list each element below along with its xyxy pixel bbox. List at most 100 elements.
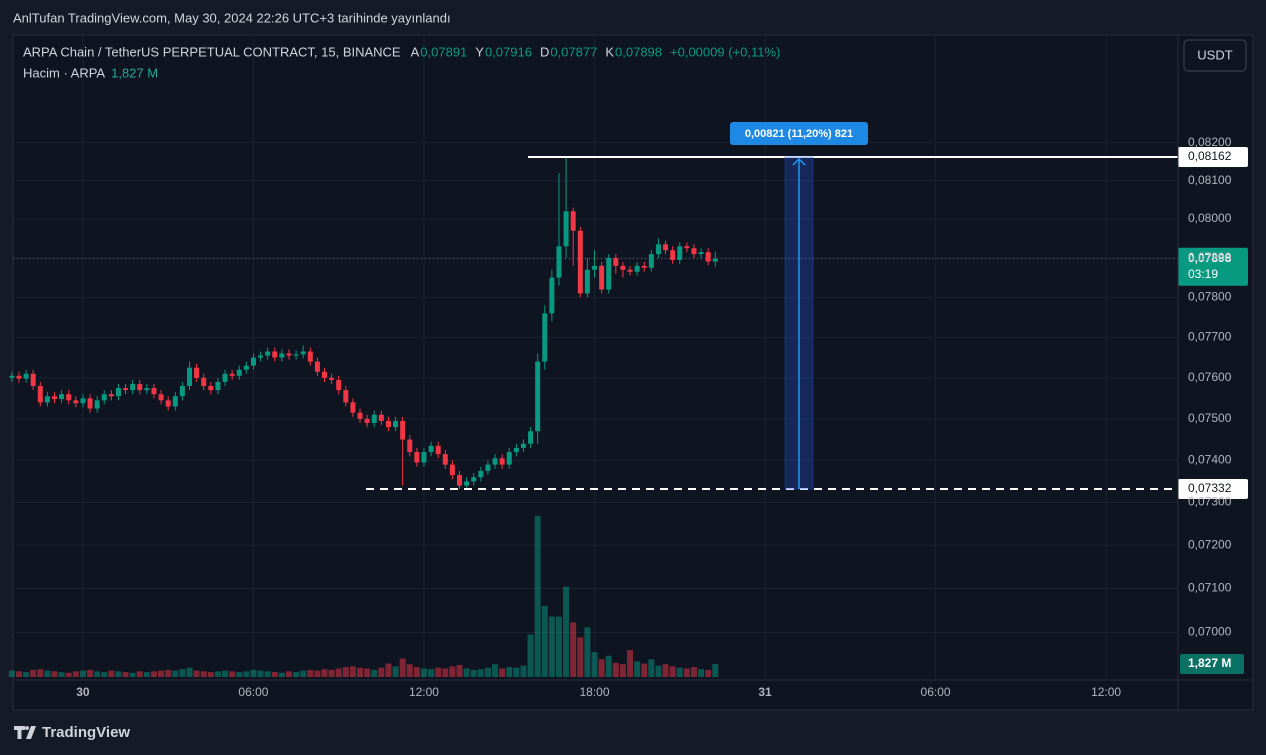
legend-value: 0,07877: [550, 44, 597, 59]
volume-bar: [342, 667, 349, 677]
y-tick-label: 0,07900: [1188, 250, 1232, 264]
y-tick-label: 0,07100: [1188, 581, 1232, 595]
volume-bar: [214, 671, 221, 677]
volume-bar: [165, 669, 172, 677]
y-tick-label: 0,07700: [1188, 330, 1232, 344]
legend-value: 0,07898: [615, 44, 662, 59]
currency-button[interactable]: [1183, 39, 1247, 72]
symbol-title: ARPA Chain / TetherUS PERPETUAL CONTRACT…: [23, 44, 401, 59]
candle-body: [329, 377, 335, 380]
candle-body: [449, 464, 455, 476]
candle-body: [158, 394, 164, 401]
measure-tag: [730, 121, 868, 145]
candle-body: [66, 394, 72, 401]
volume-tag-label: 1,827 M: [1188, 656, 1231, 670]
candle-body: [442, 454, 448, 465]
volume-bar: [172, 670, 179, 677]
countdown: 03:19: [1188, 267, 1218, 281]
candle-body: [471, 477, 477, 482]
volume-bar: [115, 671, 122, 677]
measure-label: 0,00821 (11,20%) 821: [745, 128, 853, 140]
chart-pane: [12, 34, 1254, 711]
volume-bar: [712, 664, 719, 677]
volume-bar: [605, 655, 612, 677]
volume-bar: [555, 616, 562, 677]
volume-bar: [385, 663, 392, 677]
candle-body: [364, 418, 370, 423]
candle-body: [123, 388, 129, 391]
volume-title: Hacim · ARPA: [23, 65, 105, 80]
candle-body: [535, 361, 541, 432]
x-tick-label: 06:00: [238, 685, 268, 699]
volume-bar: [94, 671, 101, 677]
volume-bar: [584, 627, 591, 677]
candle-body: [634, 265, 640, 272]
volume-bar: [449, 666, 456, 677]
volume-bar: [257, 670, 264, 677]
volume-value: 1,827 M: [111, 65, 158, 80]
volume-bar: [634, 661, 641, 677]
candle-body: [385, 420, 391, 428]
volume-bar: [229, 671, 236, 677]
volume-bar: [463, 668, 470, 677]
volume-bar: [690, 667, 697, 677]
volume-bar: [591, 652, 598, 677]
candle-body: [506, 452, 512, 465]
candle-body: [115, 388, 121, 397]
candle-body: [620, 265, 626, 270]
candle-body: [584, 269, 590, 294]
candle-body: [16, 375, 22, 379]
volume-bar: [378, 667, 385, 677]
ohlc-legend: A 0,07891 Y 0,07916 D 0,07877 K 0,07898 +0,00009…: [411, 44, 781, 59]
candle-body: [165, 400, 171, 407]
candle-body: [577, 230, 583, 294]
volume-bar: [563, 586, 570, 677]
volume-bar: [101, 672, 108, 677]
volume-bar: [243, 671, 250, 677]
x-tick-label: 12:00: [1091, 685, 1121, 699]
published-note: AnlTufan TradingView.com, May 30, 2024 2…: [13, 10, 451, 25]
candle-body: [236, 369, 242, 376]
volume-bar: [541, 606, 548, 677]
candle-body: [528, 431, 534, 444]
volume-bar: [30, 669, 37, 677]
candle-body: [641, 265, 647, 268]
candle-body: [137, 383, 143, 391]
y-tick-label: 0,07800: [1188, 290, 1232, 304]
volume-bar: [250, 669, 257, 677]
volume-bar: [293, 672, 300, 677]
currency-label[interactable]: USDT: [1197, 47, 1232, 62]
volume-bar: [484, 667, 491, 677]
volume-bar: [435, 667, 442, 677]
legend-key: D: [540, 44, 549, 59]
volume-bar: [37, 669, 44, 677]
level-tag: [1178, 478, 1248, 499]
legend-change: +0,00009 (+0,11%): [670, 44, 780, 59]
volume-bar: [158, 670, 165, 677]
volume-bar: [499, 668, 506, 677]
legend-key: Y: [475, 44, 484, 59]
measure-arrowhead: [792, 157, 806, 166]
candle-body: [485, 464, 491, 471]
candle-body: [599, 265, 605, 290]
candle-body: [336, 379, 342, 391]
candle-body: [250, 357, 256, 366]
candle-body: [357, 412, 363, 419]
candle-body: [293, 354, 299, 356]
volume-bar: [669, 666, 676, 677]
brand-name: TradingView: [42, 724, 130, 741]
candle-body: [677, 246, 683, 260]
legend-key: A: [411, 44, 420, 59]
candle-body: [279, 353, 285, 358]
y-tick-label: 0,08100: [1188, 173, 1232, 187]
volume-bar: [392, 666, 399, 677]
volume-bar: [641, 663, 648, 677]
candle-body: [712, 258, 718, 262]
candle-body: [94, 400, 100, 409]
candle-body: [307, 351, 313, 362]
candle-body: [300, 351, 306, 355]
candle-body: [457, 475, 463, 486]
volume-bar: [321, 669, 328, 677]
candle-body: [663, 244, 669, 251]
volume-bar: [314, 670, 321, 677]
